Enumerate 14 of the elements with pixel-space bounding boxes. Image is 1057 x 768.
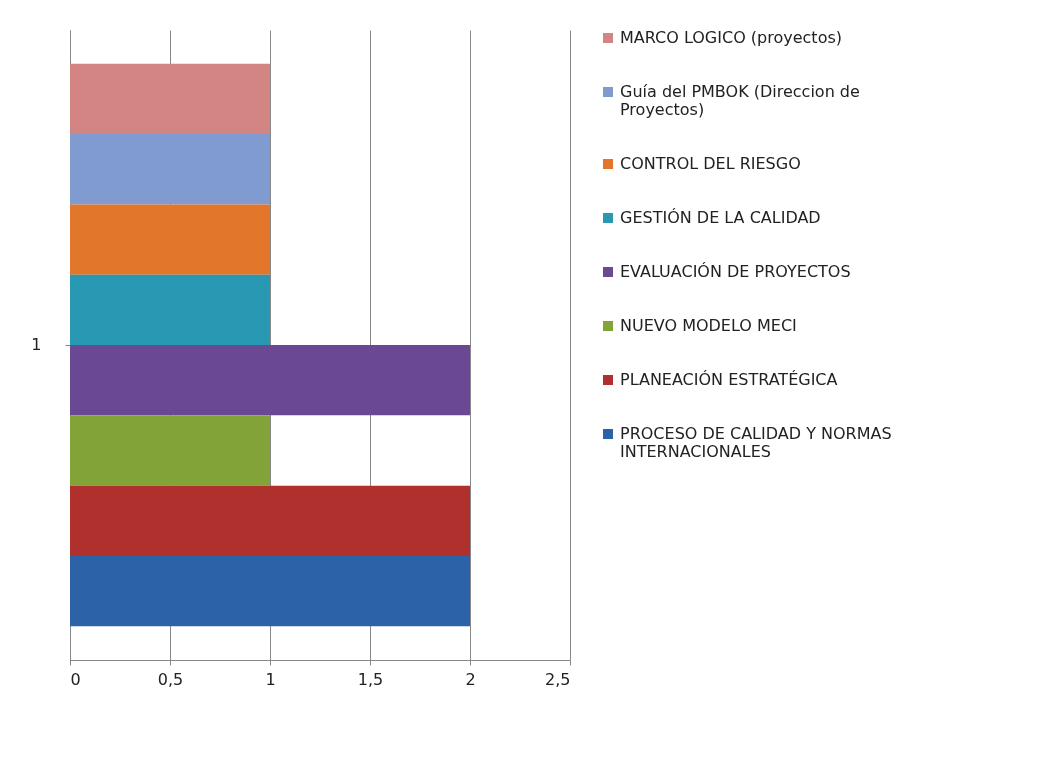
x-tick-label: 0 xyxy=(70,669,81,689)
legend-label: CONTROL DEL RIESGO xyxy=(620,154,801,173)
legend-label: Guía del PMBOK (Direccion de Proyectos) xyxy=(620,82,860,119)
legend-label: NUEVO MODELO MECI xyxy=(620,316,797,335)
legend-label: MARCO LOGICO (proyectos) xyxy=(620,28,842,47)
x-tick-label: 1,5 xyxy=(357,669,384,689)
x-tick-label: 0,5 xyxy=(157,669,184,689)
legend-label: GESTIÓN DE LA CALIDAD xyxy=(620,208,821,227)
legend-label: PROCESO DE CALIDAD Y NORMAS INTERNACIONALES xyxy=(620,424,892,461)
legend-label: EVALUACIÓN DE PROYECTOS xyxy=(620,262,851,281)
x-tick-label: 1 xyxy=(265,669,276,689)
x-tick-label: 2,5 xyxy=(545,669,571,689)
x-tick-label: 2 xyxy=(465,669,476,689)
legend-label: PLANEACIÓN ESTRATÉGICA xyxy=(620,370,838,389)
